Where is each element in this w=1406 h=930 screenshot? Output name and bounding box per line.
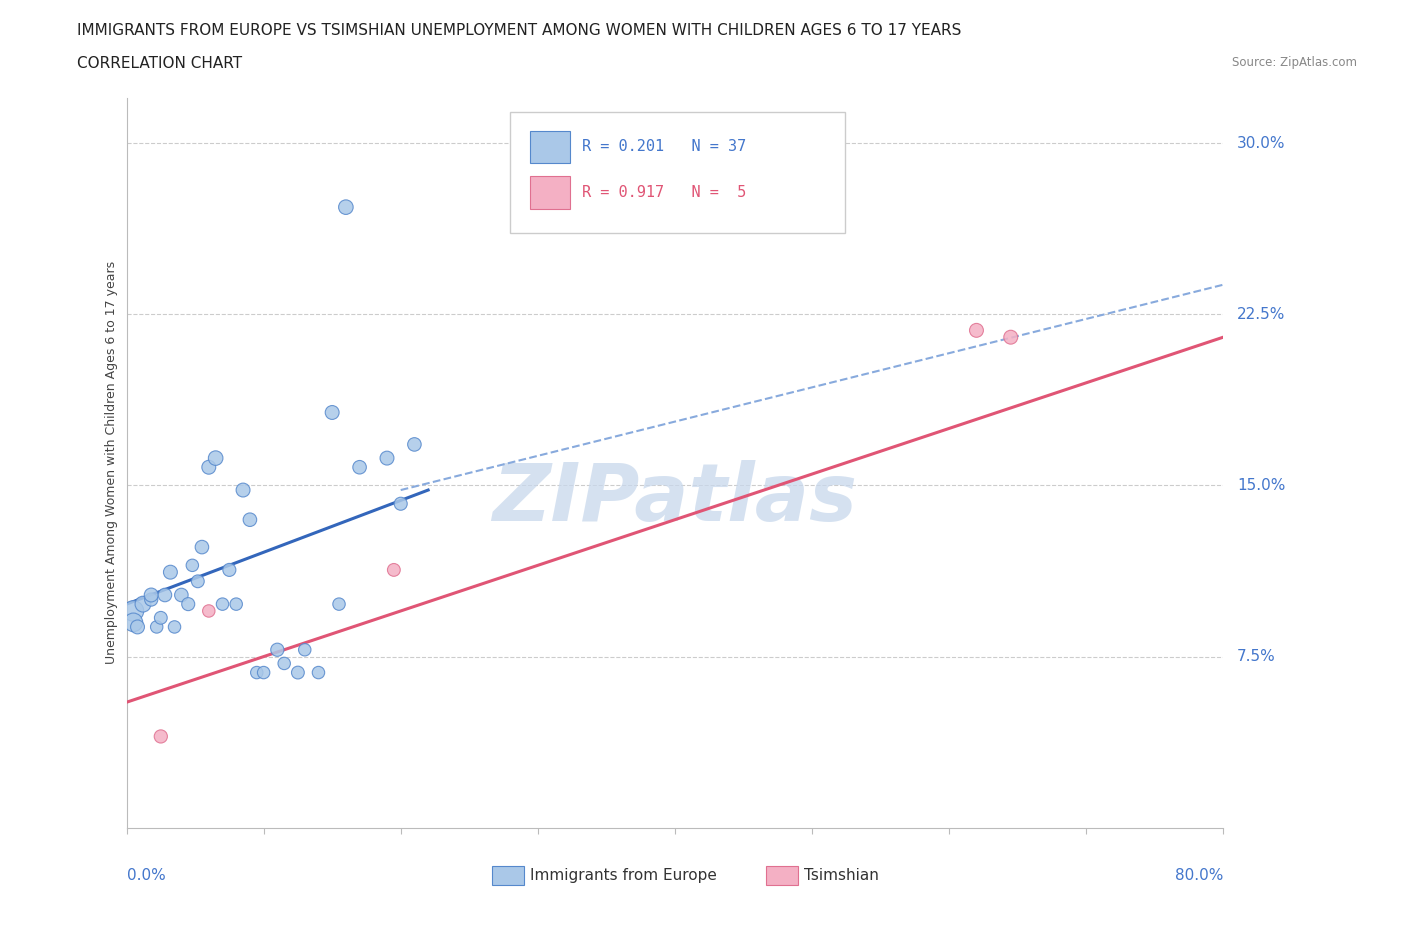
Text: CORRELATION CHART: CORRELATION CHART	[77, 56, 242, 71]
Point	[246, 665, 269, 680]
Point	[204, 451, 226, 466]
Point	[149, 610, 172, 625]
Point	[218, 563, 240, 578]
Point	[191, 539, 214, 554]
Text: R = 0.917   N =  5: R = 0.917 N = 5	[582, 185, 747, 200]
Point	[187, 574, 209, 589]
Text: Source: ZipAtlas.com: Source: ZipAtlas.com	[1232, 56, 1357, 69]
Point	[308, 665, 330, 680]
Point	[211, 597, 233, 612]
Point	[1000, 330, 1022, 345]
Point	[141, 588, 163, 603]
Point	[181, 558, 204, 573]
Point	[349, 459, 371, 474]
Point	[197, 604, 219, 618]
Point	[335, 200, 357, 215]
Point	[170, 588, 193, 603]
Point	[328, 597, 350, 612]
Y-axis label: Unemployment Among Women with Children Ages 6 to 17 years: Unemployment Among Women with Children A…	[105, 261, 118, 664]
Point	[163, 619, 186, 634]
Point	[122, 615, 145, 630]
Point	[389, 497, 412, 512]
Point	[375, 451, 398, 466]
Text: Immigrants from Europe: Immigrants from Europe	[530, 868, 717, 883]
Text: 15.0%: 15.0%	[1237, 478, 1285, 493]
FancyBboxPatch shape	[510, 113, 845, 232]
Text: R = 0.201   N = 37: R = 0.201 N = 37	[582, 140, 747, 154]
Point	[153, 588, 176, 603]
Point	[159, 565, 181, 579]
Point	[404, 437, 426, 452]
Text: Tsimshian: Tsimshian	[804, 868, 879, 883]
FancyBboxPatch shape	[530, 130, 569, 163]
FancyBboxPatch shape	[530, 177, 569, 208]
Point	[253, 665, 276, 680]
Point	[132, 597, 155, 612]
Text: ZIPatlas: ZIPatlas	[492, 460, 858, 538]
Text: 7.5%: 7.5%	[1237, 649, 1275, 664]
Point	[232, 483, 254, 498]
Point	[177, 597, 200, 612]
Point	[966, 323, 988, 338]
Point	[266, 643, 288, 658]
Point	[145, 619, 167, 634]
Point	[197, 459, 219, 474]
Point	[122, 604, 145, 618]
Point	[127, 619, 149, 634]
Point	[141, 592, 163, 607]
Point	[225, 597, 247, 612]
Point	[287, 665, 309, 680]
Point	[239, 512, 262, 527]
Point	[273, 656, 295, 671]
Point	[294, 643, 316, 658]
Point	[149, 729, 172, 744]
Text: 80.0%: 80.0%	[1175, 868, 1223, 883]
Text: 30.0%: 30.0%	[1237, 136, 1285, 151]
Text: IMMIGRANTS FROM EUROPE VS TSIMSHIAN UNEMPLOYMENT AMONG WOMEN WITH CHILDREN AGES : IMMIGRANTS FROM EUROPE VS TSIMSHIAN UNEM…	[77, 23, 962, 38]
Point	[321, 405, 343, 420]
Point	[382, 563, 405, 578]
FancyBboxPatch shape	[766, 866, 797, 884]
FancyBboxPatch shape	[492, 866, 523, 884]
Text: 0.0%: 0.0%	[127, 868, 166, 883]
Text: 22.5%: 22.5%	[1237, 307, 1285, 322]
